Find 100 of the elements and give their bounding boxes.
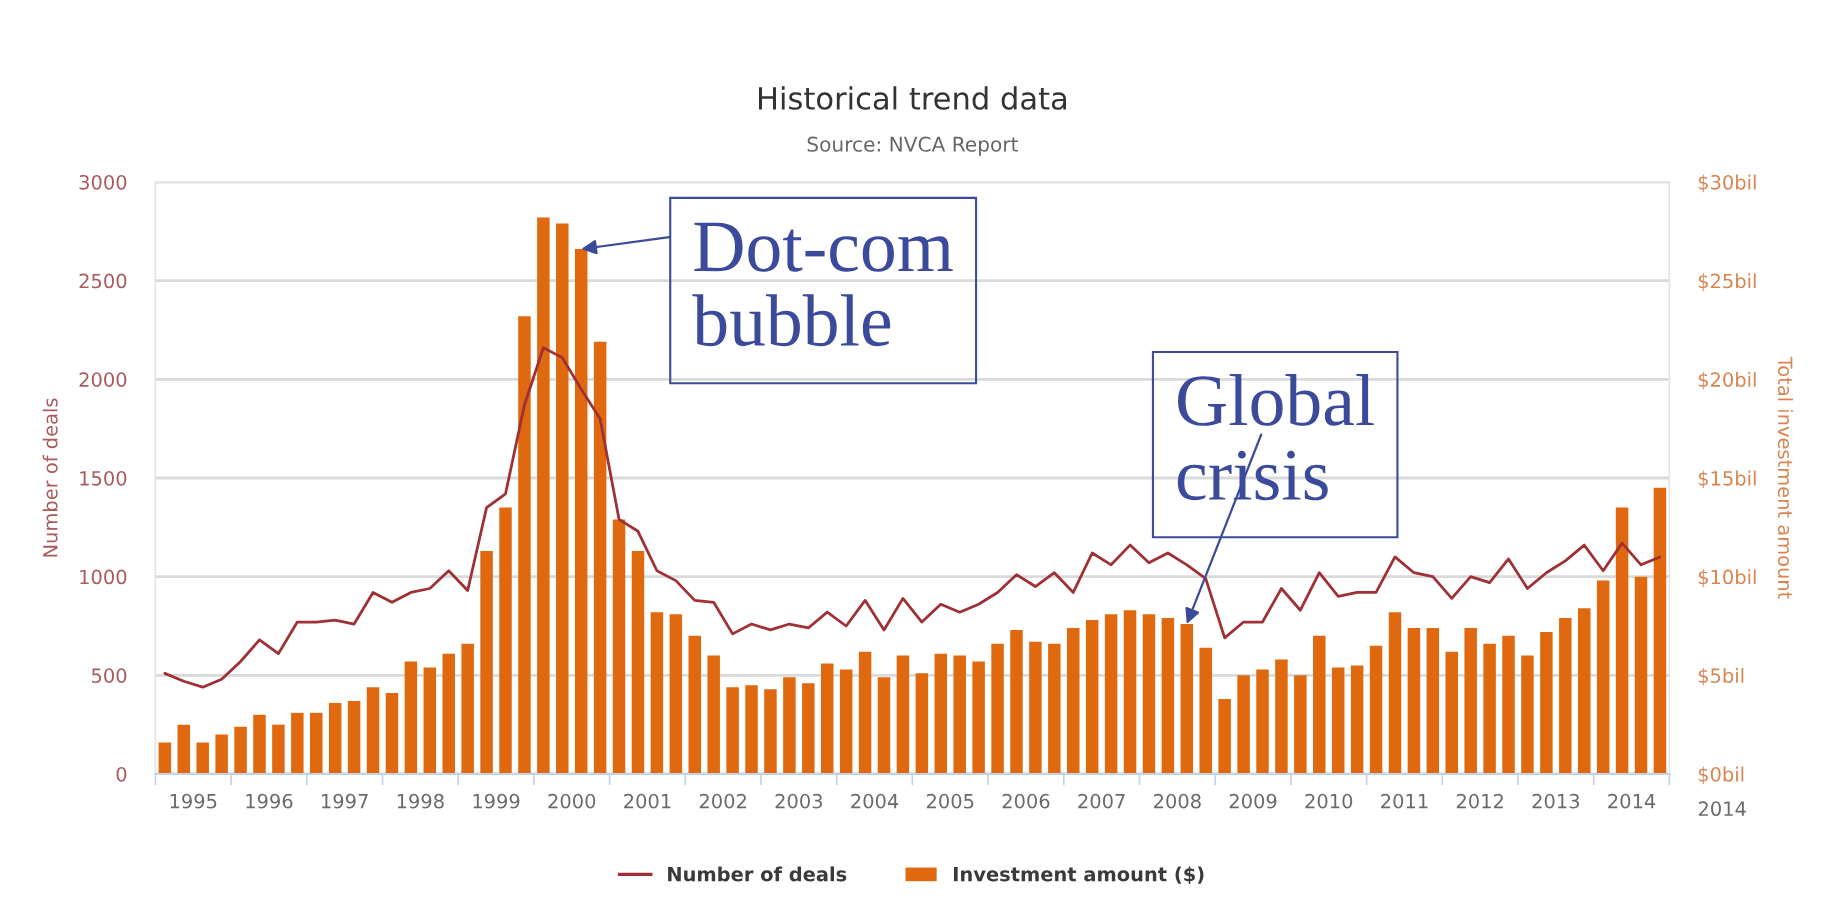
- x-tick-label: 2000: [548, 793, 596, 809]
- y-axis-title: Number of deals: [42, 398, 58, 557]
- bar: [1634, 576, 1648, 774]
- bar: [1559, 618, 1572, 774]
- x-tick-label: 1998: [397, 793, 444, 809]
- bar: [1161, 618, 1175, 774]
- bar: [574, 249, 588, 774]
- bar: [1199, 647, 1212, 774]
- bar: [839, 669, 853, 774]
- legend-label: Investment amount ($): [953, 866, 1204, 885]
- bar: [215, 734, 228, 774]
- bar: [1350, 665, 1364, 774]
- bar: [896, 655, 910, 774]
- bar: [1426, 627, 1440, 774]
- bar: [1010, 629, 1023, 774]
- bar: [1464, 627, 1477, 774]
- bar: [366, 687, 380, 774]
- y2-tick-label: $30bil: [1698, 174, 1756, 193]
- legend-label: Number of deals: [668, 866, 847, 882]
- bar: [1218, 699, 1231, 774]
- bar: [650, 612, 664, 774]
- bar: [820, 663, 834, 774]
- bar: [612, 519, 626, 774]
- bar: [745, 685, 758, 774]
- bar: [1388, 612, 1402, 774]
- bar: [1407, 627, 1421, 774]
- bar: [1540, 631, 1553, 774]
- bar: [442, 653, 455, 774]
- bar: [556, 223, 569, 774]
- bar: [783, 677, 796, 774]
- bar: [310, 712, 323, 774]
- bar: [196, 742, 209, 774]
- bar: [802, 683, 815, 774]
- y-tick-label: 2000: [79, 372, 127, 387]
- bar: [404, 661, 418, 774]
- bar: [480, 551, 493, 774]
- bar: [1237, 675, 1250, 774]
- y2-axis-title: Total investment amount: [1777, 356, 1793, 599]
- bar: [1067, 627, 1080, 774]
- bar: [991, 643, 1004, 774]
- bar: [934, 653, 948, 774]
- bar: [1123, 610, 1137, 774]
- bar: [1048, 643, 1061, 774]
- y2-tick-label: $10bil: [1698, 569, 1756, 587]
- bar: [688, 635, 702, 774]
- bar: [1294, 675, 1307, 774]
- bar: [253, 714, 266, 774]
- bar: [328, 702, 342, 774]
- bar: [1256, 669, 1269, 774]
- bar: [972, 661, 985, 774]
- bar: [158, 742, 172, 774]
- bar: [272, 724, 285, 774]
- x-tick-label: 2003: [775, 793, 823, 809]
- x-tick-label: 1996: [246, 793, 293, 809]
- x-tick-label: 2008: [1154, 793, 1201, 809]
- x-tick-label: 2005: [926, 793, 974, 809]
- bar: [1369, 645, 1383, 774]
- y-tick-label: 2500: [79, 273, 127, 289]
- y2-tick-label: $25bil: [1698, 273, 1756, 291]
- chart-title: Historical trend data: [759, 86, 1067, 110]
- bar: [347, 700, 361, 774]
- bar: [858, 651, 872, 774]
- x-tick-label: 2013: [1532, 793, 1580, 809]
- x-tick-label: 2011: [1381, 793, 1428, 809]
- x-tick-label: 2002: [699, 793, 746, 809]
- x-tick-label: 2010: [1305, 793, 1353, 809]
- bar: [461, 643, 474, 774]
- x-tick-label: 2001: [624, 793, 671, 809]
- y-tick-label: 1500: [80, 470, 127, 486]
- y2-tick-label: $5bil: [1698, 667, 1744, 686]
- bar: [1275, 659, 1288, 774]
- bar: [1445, 651, 1459, 774]
- x-tick-label: 2004: [851, 793, 899, 809]
- bar: [669, 614, 683, 774]
- bar: [593, 341, 607, 774]
- x-tick-label: 2014: [1608, 793, 1656, 809]
- bar: [707, 655, 720, 774]
- bar: [234, 726, 247, 774]
- x-tick-label: 1995: [170, 793, 217, 809]
- bar: [1521, 655, 1534, 774]
- bar: [764, 689, 777, 774]
- bar: [499, 507, 512, 774]
- bar: [537, 217, 550, 774]
- y2-tick-label: $15bil: [1698, 470, 1756, 489]
- bar: [1577, 608, 1591, 774]
- bar: [1029, 641, 1042, 774]
- line-series: [163, 346, 1662, 689]
- bar: [1596, 580, 1610, 774]
- y2-tick-label: $0bil: [1698, 766, 1744, 785]
- x-tick-label: 2012: [1456, 793, 1503, 809]
- y-tick-label: 0: [116, 766, 127, 782]
- bar: [953, 655, 966, 774]
- y-tick-label: 1000: [80, 569, 127, 585]
- bar: [1615, 507, 1629, 774]
- y-tick-label: 3000: [79, 174, 127, 190]
- bar: [1142, 614, 1156, 774]
- bar: [1313, 635, 1326, 774]
- bar: [385, 693, 399, 774]
- x-tick-label: 2006: [1002, 793, 1050, 809]
- y-tick-label: 500: [92, 668, 127, 683]
